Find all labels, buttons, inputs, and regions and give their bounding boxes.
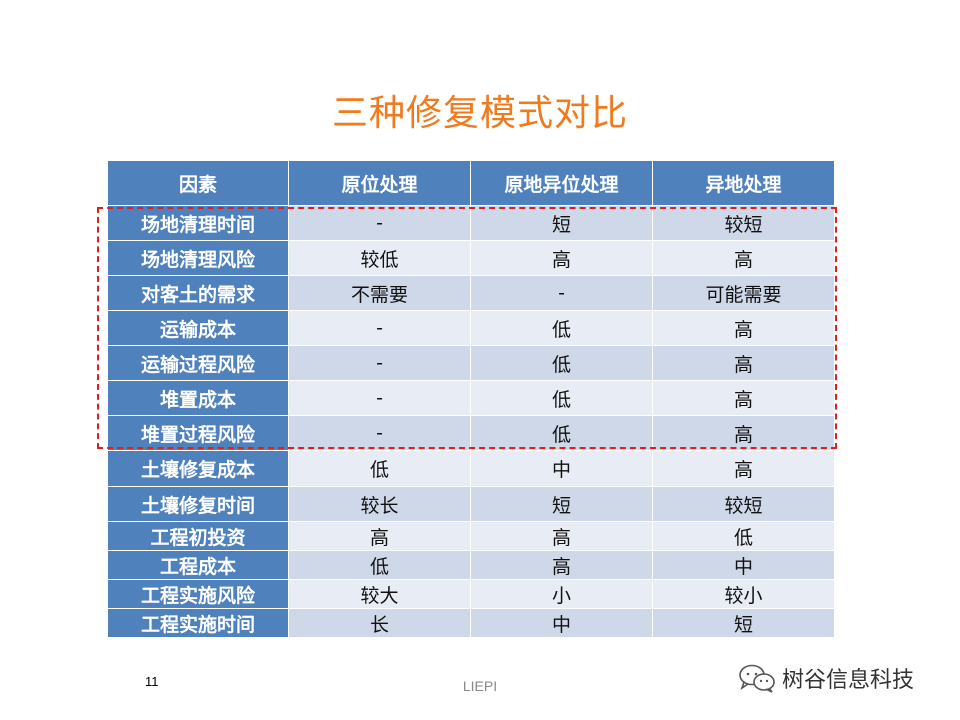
cell-in-situ: 高: [288, 521, 471, 551]
table-row: 堆置成本 - 低 高: [107, 380, 835, 416]
cell-on-site-ex-situ: 低: [470, 380, 653, 416]
table-row: 运输成本 - 低 高: [107, 310, 835, 346]
cell-off-site: 高: [652, 310, 835, 346]
table-row: 对客土的需求 不需要 - 可能需要: [107, 275, 835, 311]
row-factor: 工程实施时间: [107, 608, 289, 638]
cell-in-situ: 较长: [288, 486, 471, 522]
header-cell-on-site-ex-situ: 原地异位处理: [470, 160, 653, 206]
row-factor: 工程实施风险: [107, 579, 289, 609]
table-row: 工程初投资 高 高 低: [107, 521, 835, 551]
wechat-icon: [739, 664, 775, 693]
row-factor: 土壤修复成本: [107, 450, 289, 487]
footer-text: LIEPI: [462, 678, 498, 694]
row-factor: 对客土的需求: [107, 275, 289, 311]
cell-on-site-ex-situ: 低: [470, 345, 653, 381]
cell-in-situ: -: [288, 310, 471, 346]
cell-in-situ: -: [288, 345, 471, 381]
cell-on-site-ex-situ: 短: [470, 486, 653, 522]
cell-in-situ: 长: [288, 608, 471, 638]
cell-off-site: 低: [652, 521, 835, 551]
cell-off-site: 可能需要: [652, 275, 835, 311]
cell-off-site: 高: [652, 415, 835, 451]
header-cell-in-situ: 原位处理: [288, 160, 471, 206]
cell-on-site-ex-situ: 中: [470, 608, 653, 638]
row-factor: 工程成本: [107, 550, 289, 580]
table-row: 场地清理风险 较低 高 高: [107, 240, 835, 276]
slide-title: 三种修复模式对比: [331, 93, 628, 134]
page-number: 11: [145, 674, 159, 689]
cell-off-site: 短: [652, 608, 835, 638]
cell-in-situ: -: [288, 205, 471, 241]
cell-off-site: 高: [652, 450, 835, 487]
table-row: 运输过程风险 - 低 高: [107, 345, 835, 381]
cell-off-site: 中: [652, 550, 835, 580]
cell-on-site-ex-situ: 高: [470, 240, 653, 276]
table-header-row: 因素 原位处理 原地异位处理 异地处理: [107, 160, 835, 206]
cell-on-site-ex-situ: 低: [470, 415, 653, 451]
row-factor: 堆置过程风险: [107, 415, 289, 451]
cell-on-site-ex-situ: 中: [470, 450, 653, 487]
cell-off-site: 高: [652, 240, 835, 276]
header-cell-factor: 因素: [107, 160, 289, 206]
cell-in-situ: 低: [288, 550, 471, 580]
cell-in-situ: -: [288, 415, 471, 451]
cell-on-site-ex-situ: 低: [470, 310, 653, 346]
cell-in-situ: -: [288, 380, 471, 416]
row-factor: 运输过程风险: [107, 345, 289, 381]
cell-off-site: 高: [652, 380, 835, 416]
header-cell-off-site: 异地处理: [652, 160, 835, 206]
cell-on-site-ex-situ: 小: [470, 579, 653, 609]
cell-in-situ: 较大: [288, 579, 471, 609]
cell-on-site-ex-situ: 高: [470, 521, 653, 551]
row-factor: 场地清理风险: [107, 240, 289, 276]
cell-off-site: 较小: [652, 579, 835, 609]
row-factor: 场地清理时间: [107, 205, 289, 241]
table-row: 场地清理时间 - 短 较短: [107, 205, 835, 241]
table-row: 土壤修复成本 低 中 高: [107, 450, 835, 487]
row-factor: 工程初投资: [107, 521, 289, 551]
watermark: 树谷信息科技: [738, 662, 914, 694]
cell-off-site: 高: [652, 345, 835, 381]
cell-in-situ: 低: [288, 450, 471, 487]
table-row: 堆置过程风险 - 低 高: [107, 415, 835, 451]
cell-off-site: 较短: [652, 486, 835, 522]
comparison-table: 因素 原位处理 原地异位处理 异地处理 场地清理时间 - 短 较短 场地清理风险…: [107, 160, 835, 638]
table-row: 工程实施风险 较大 小 较小: [107, 579, 835, 609]
row-factor: 运输成本: [107, 310, 289, 346]
row-factor: 土壤修复时间: [107, 486, 289, 522]
table-row: 土壤修复时间 较长 短 较短: [107, 486, 835, 522]
cell-on-site-ex-situ: 高: [470, 550, 653, 580]
watermark-text: 树谷信息科技: [782, 668, 915, 693]
table-row: 工程成本 低 高 中: [107, 550, 835, 580]
table-row: 工程实施时间 长 中 短: [107, 608, 835, 638]
cell-in-situ: 不需要: [288, 275, 471, 311]
row-factor: 堆置成本: [107, 380, 289, 416]
cell-on-site-ex-situ: 短: [470, 205, 653, 241]
cell-off-site: 较短: [652, 205, 835, 241]
cell-in-situ: 较低: [288, 240, 471, 276]
cell-on-site-ex-situ: -: [470, 275, 653, 311]
